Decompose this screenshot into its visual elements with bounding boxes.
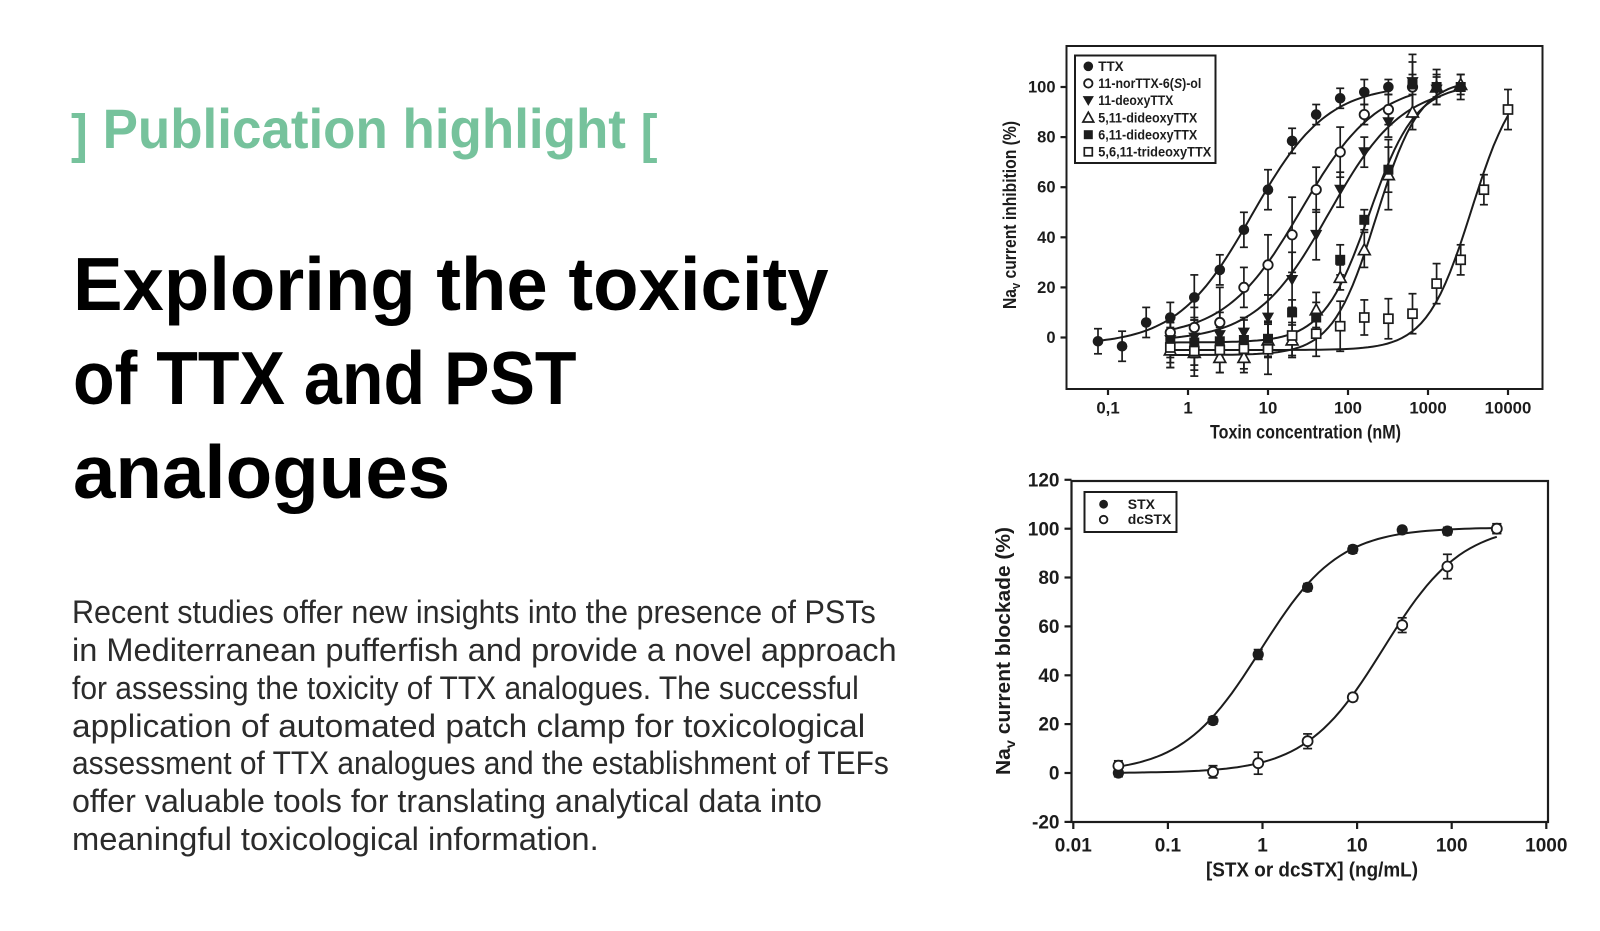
svg-text:dcSTX: dcSTX [1128,511,1172,527]
svg-text:1: 1 [1183,399,1192,418]
svg-text:0.01: 0.01 [1055,836,1092,857]
svg-text:100: 100 [1028,519,1060,540]
svg-text:Nav current blockade (%): Nav current blockade (%) [993,527,1018,775]
svg-text:100: 100 [1334,399,1362,418]
svg-text:STX: STX [1128,496,1156,512]
svg-text:11-norTTX-6(S)-ol: 11-norTTX-6(S)-ol [1098,76,1201,91]
svg-text:1: 1 [1257,836,1268,857]
svg-text:1000: 1000 [1409,399,1446,418]
svg-text:Toxin concentration (nM): Toxin concentration (nM) [1210,423,1401,444]
svg-text:11-deoxyTTX: 11-deoxyTTX [1098,93,1173,108]
svg-text:[STX or dcSTX] (ng/mL): [STX or dcSTX] (ng/mL) [1206,860,1418,882]
svg-text:5,11-dideoxyTTX: 5,11-dideoxyTTX [1098,110,1197,125]
svg-text:100: 100 [1028,79,1056,97]
svg-text:120: 120 [1028,470,1060,491]
svg-text:20: 20 [1037,279,1055,297]
svg-text:TTX: TTX [1098,59,1123,74]
svg-text:60: 60 [1037,179,1055,197]
svg-text:Nav current inhibition (%): Nav current inhibition (%) [999,121,1023,309]
svg-text:40: 40 [1038,666,1059,687]
svg-text:6,11-dideoxyTTX: 6,11-dideoxyTTX [1098,127,1197,142]
svg-text:0,1: 0,1 [1096,399,1119,418]
svg-text:10: 10 [1347,836,1368,857]
svg-text:0.1: 0.1 [1155,836,1182,857]
svg-text:10: 10 [1259,399,1278,418]
svg-text:0: 0 [1046,329,1055,347]
svg-text:60: 60 [1038,617,1059,638]
svg-text:0: 0 [1049,764,1060,785]
svg-text:100: 100 [1436,836,1468,857]
svg-text:1000: 1000 [1525,836,1567,857]
svg-text:-20: -20 [1032,813,1059,834]
svg-text:40: 40 [1037,229,1055,247]
svg-text:80: 80 [1038,568,1059,589]
svg-text:80: 80 [1037,129,1055,147]
svg-text:10000: 10000 [1485,399,1532,418]
svg-text:20: 20 [1038,715,1059,736]
svg-text:5,6,11-trideoxyTTX: 5,6,11-trideoxyTTX [1098,145,1211,160]
